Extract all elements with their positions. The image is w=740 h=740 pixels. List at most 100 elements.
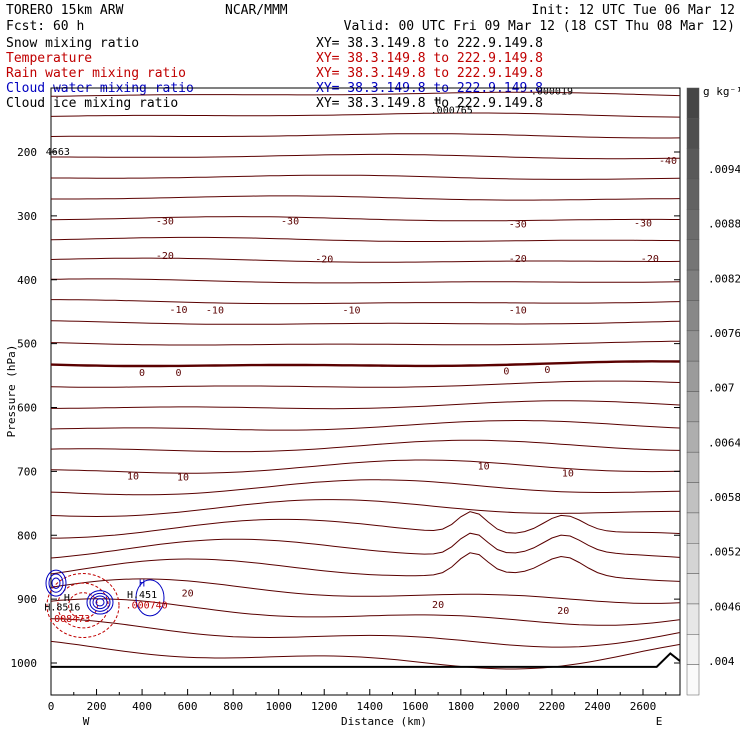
cloud-water-contour	[89, 592, 111, 612]
isotherm-label: 10	[127, 472, 139, 483]
colorbar-swatch	[686, 87, 700, 119]
y-tick-label: 400	[17, 274, 37, 287]
isotherm-line	[50, 532, 680, 559]
cloud-water-contour	[135, 579, 165, 617]
isotherm-line	[50, 578, 680, 604]
isotherm-label: 0	[544, 365, 550, 376]
isotherm-label: 20	[182, 588, 194, 599]
colorbar-swatch	[686, 118, 700, 149]
isotherm-label: 10	[478, 462, 490, 473]
forecast-hour: Fcst: 60 h	[6, 19, 84, 34]
isotherm-line	[50, 320, 680, 325]
isotherm-label: -20	[509, 254, 527, 265]
x-tick-label: 800	[223, 700, 243, 713]
x-tick-label: 400	[132, 700, 152, 713]
isotherm-label: -10	[169, 305, 187, 316]
isotherm-line	[50, 133, 680, 139]
snow-contours	[45, 569, 165, 639]
colorbar-swatch	[686, 421, 700, 453]
isotherm-label: 0	[139, 368, 145, 379]
isotherm-line	[50, 439, 680, 453]
x-tick-label: 600	[178, 700, 198, 713]
colorbar-label: .004	[708, 655, 735, 668]
isotherm-label: -30	[634, 219, 652, 230]
x-tick-label: 1600	[402, 700, 429, 713]
colorbar-swatch	[686, 269, 700, 301]
colorbar-swatch	[686, 178, 700, 210]
colorbar-label: .0046	[708, 600, 740, 613]
isotherm-label: -20	[641, 254, 659, 265]
isotherm-label: -10	[343, 305, 361, 316]
colorbar-swatch	[686, 664, 700, 696]
colorbar-swatch	[686, 603, 700, 635]
x-tick-label: 200	[87, 700, 107, 713]
isotherm-labels: -30 -30 -30 -30 -20 -20 -20 -20 -10 -10 -10 -10 0 0 0 0…	[127, 156, 677, 617]
isotherm-label: -30	[156, 217, 174, 228]
cloud-water-contour	[86, 590, 114, 615]
colorbar-swatch	[686, 573, 700, 605]
colorbar-label: .0058	[708, 491, 740, 504]
isotherm-line	[50, 552, 680, 582]
colorbar-label: .0052	[708, 546, 740, 559]
colorbar-swatch	[686, 300, 700, 332]
rain-contour	[57, 582, 109, 629]
field-name-rain: Rain water mixing ratio	[6, 66, 186, 81]
isotherm-line	[51, 195, 680, 201]
colorbar-swatch	[686, 148, 700, 180]
annotation-label: H.8516	[44, 603, 80, 614]
isotherm-label: -40	[659, 156, 677, 167]
annotation-label: H	[64, 593, 70, 604]
isotherm-line	[50, 360, 680, 368]
isotherm-line	[50, 216, 680, 222]
isotherm-label: 0	[503, 367, 509, 378]
annotation-label: H	[139, 578, 145, 589]
field-xy-rain: XY= 38.3.149.8 to 222.9.149.8	[316, 66, 543, 81]
isotherm-line	[50, 340, 680, 346]
colorbar-label: .0094	[708, 163, 740, 176]
annotation-label: .000740	[126, 601, 168, 612]
center-title: NCAR/MMM	[225, 3, 288, 18]
isotherm-line	[50, 380, 680, 388]
y-tick-label: 700	[17, 465, 37, 478]
annotation-label: H.451	[127, 590, 157, 601]
colorbar-label: .0076	[708, 327, 740, 340]
isotherm-line	[50, 91, 680, 97]
isotherm-line	[51, 299, 680, 305]
colorbar: .0094 .0088 .0082 .0076 .007 .0064 .0058 .0052.…	[686, 87, 740, 696]
field-name-temperature: Temperature	[6, 51, 92, 66]
y-tick-label: 300	[17, 210, 37, 223]
x-tick-label: 2400	[584, 700, 611, 713]
field-xy-temperature: XY= 38.3.149.8 to 222.9.149.8	[316, 51, 543, 66]
colorbar-swatch	[686, 239, 700, 271]
isotherm-line	[51, 153, 680, 160]
isotherm-label: 20	[432, 600, 444, 611]
isotherm-line	[51, 174, 680, 180]
annotation-label: .000019	[531, 87, 573, 98]
colorbar-swatch	[686, 512, 700, 544]
isotherm-line	[50, 479, 680, 496]
isotherm-line	[50, 598, 680, 626]
colorbar-label: .007	[708, 382, 735, 395]
colorbar-swatch	[686, 482, 700, 514]
isotherm-label: -30	[281, 216, 299, 227]
field-xy-snow: XY= 38.3.149.8 to 222.9.149.8	[316, 36, 543, 51]
isotherm-line	[51, 511, 680, 539]
isotherm-line	[50, 257, 680, 263]
isotherm-line	[50, 618, 680, 648]
temperature-contours	[50, 91, 680, 670]
isotherm-line	[50, 459, 680, 474]
field-xy-cloud-ice: XY= 38.3.149.8 to 222.9.149.8	[316, 96, 543, 111]
isotherm-label: -30	[509, 220, 527, 231]
colorbar-label: .0088	[708, 218, 740, 231]
colorbar-label: .0082	[708, 272, 740, 285]
colorbar-unit: g kg⁻¹	[703, 85, 740, 98]
isotherm-label: -10	[206, 306, 224, 317]
y-tick-label: 600	[17, 402, 37, 415]
colorbar-label: .0064	[708, 436, 740, 449]
west-label: W	[83, 715, 90, 728]
x-tick-label: 0	[48, 700, 55, 713]
annotation-label: .000765	[431, 106, 473, 117]
x-tick-label: 1200	[311, 700, 338, 713]
cloud-water-contour	[51, 577, 61, 589]
isotherm-line	[50, 236, 680, 242]
